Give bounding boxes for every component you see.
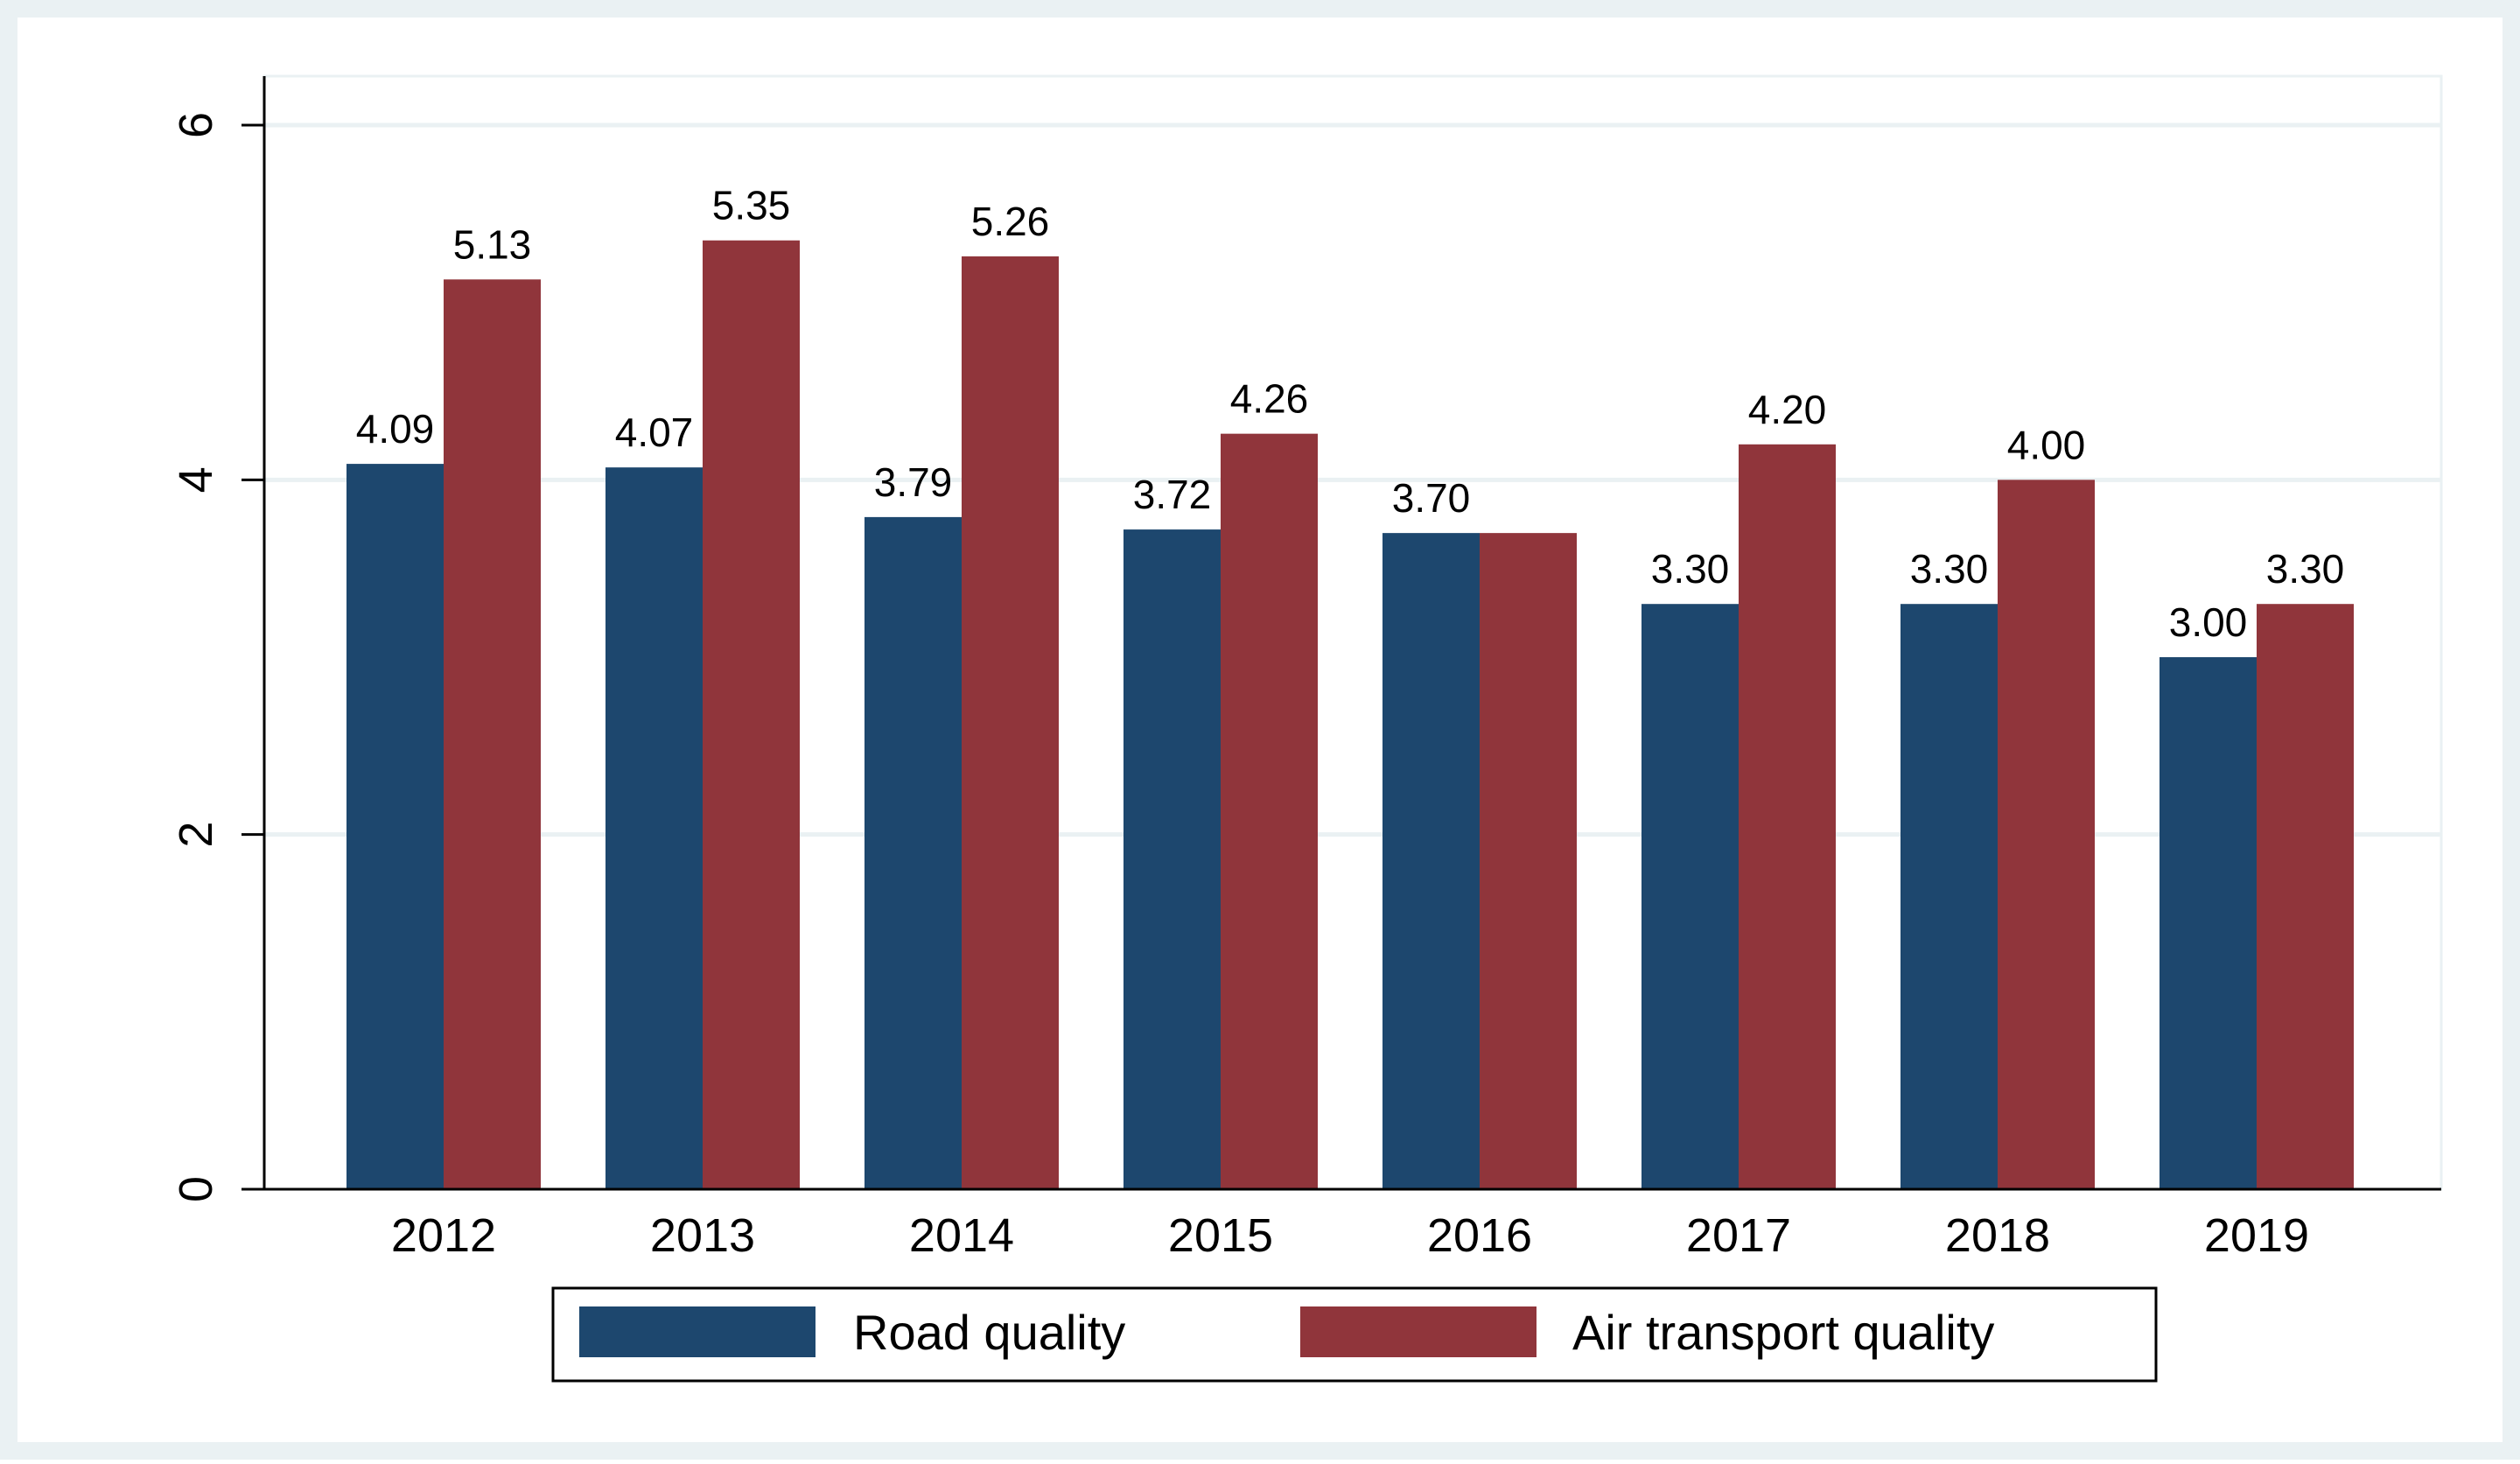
x-tick-label-2018: 2018 <box>1945 1209 2050 1262</box>
legend-label-road: Road quality <box>853 1305 1125 1360</box>
value-label-air-2012: 5.13 <box>453 221 532 267</box>
value-label-air-2017: 4.20 <box>1748 387 1827 432</box>
y-tick-label-2: 2 <box>170 822 222 848</box>
bar-air-2013 <box>703 240 800 1189</box>
value-label-road-2016: 3.70 <box>1392 475 1471 521</box>
bar-air-2012 <box>444 279 541 1189</box>
gridlines <box>262 74 2443 1191</box>
bar-road-2019 <box>2160 657 2257 1189</box>
bar-road-2014 <box>864 516 962 1189</box>
value-label-air-2018: 4.00 <box>2007 422 2086 467</box>
value-label-road-2014: 3.79 <box>874 459 953 505</box>
bar-road-2013 <box>606 467 703 1189</box>
value-label-air-2014: 5.26 <box>971 199 1050 244</box>
bar-road-2012 <box>346 464 444 1189</box>
y-tick-label-0: 0 <box>170 1176 222 1202</box>
value-label-air-2013: 5.35 <box>712 183 791 228</box>
x-tick-label-2012: 2012 <box>391 1209 496 1262</box>
x-tick-label-2016: 2016 <box>1427 1209 1532 1262</box>
bar-air-2016 <box>1480 533 1577 1189</box>
x-tick-label-2017: 2017 <box>1686 1209 1791 1262</box>
bar-air-2019 <box>2257 604 2354 1189</box>
value-label-road-2015: 3.72 <box>1133 472 1212 517</box>
x-tick-label-2014: 2014 <box>909 1209 1014 1262</box>
value-labels: 4.09 5.13 4.07 5.35 3.79 5.26 3.72 4.26 3.70 3.30… <box>356 183 2345 645</box>
x-tick-label-2019: 2019 <box>2204 1209 2309 1262</box>
value-label-road-2013: 4.07 <box>615 410 694 455</box>
x-tick-label-2013: 2013 <box>650 1209 755 1262</box>
bar-road-2015 <box>1124 529 1221 1189</box>
x-tick-label-2015: 2015 <box>1168 1209 1273 1262</box>
value-label-air-2015: 4.26 <box>1230 376 1309 422</box>
legend-swatch-road <box>579 1306 816 1357</box>
value-label-road-2012: 4.09 <box>356 406 435 452</box>
plot-area <box>262 74 2443 1191</box>
value-label-road-2019: 3.00 <box>2169 599 2248 645</box>
bar-road-2017 <box>1642 604 1739 1189</box>
bar-air-2017 <box>1739 444 1836 1189</box>
bars <box>346 240 2354 1189</box>
y-tick-label-4: 4 <box>170 466 222 493</box>
y-tick-label-6: 6 <box>170 112 222 138</box>
axes: 2012 2013 2014 2015 2016 2017 2018 2019 0 2 4 6 <box>170 76 2441 1262</box>
legend: Road quality Air transport quality <box>551 1286 2158 1383</box>
value-label-road-2017: 3.30 <box>1651 546 1730 592</box>
bar-road-2018 <box>1900 604 1998 1189</box>
legend-label-air: Air transport quality <box>1572 1305 1994 1360</box>
legend-box <box>551 1286 2158 1383</box>
bar-air-2018 <box>1998 480 2095 1189</box>
value-label-air-2019: 3.30 <box>2266 546 2345 592</box>
bar-air-2014 <box>962 256 1059 1189</box>
bar-road-2016 <box>1382 533 1480 1189</box>
value-label-road-2018: 3.30 <box>1910 546 1989 592</box>
legend-swatch-air <box>1300 1306 1536 1357</box>
bar-air-2015 <box>1221 433 1318 1189</box>
